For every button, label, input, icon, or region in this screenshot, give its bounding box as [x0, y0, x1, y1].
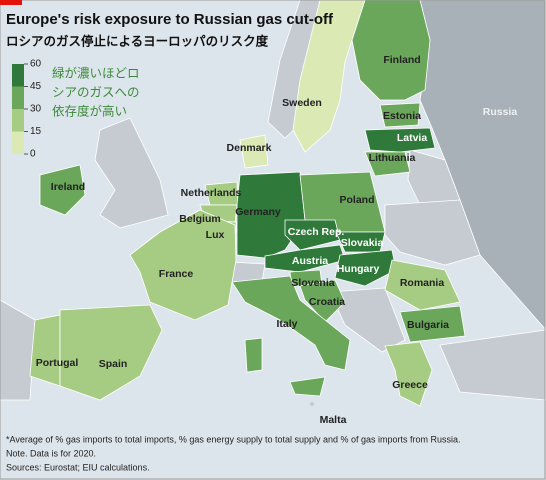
country [334, 249, 397, 287]
country [29, 314, 61, 387]
title: Europe's risk exposure to Russian gas cu… [6, 11, 334, 28]
legend-tick-label: 45 [30, 81, 42, 92]
country-label: Germany [235, 206, 281, 218]
country [39, 164, 86, 216]
malta-island [310, 402, 314, 406]
legend-tick-label: 60 [30, 59, 42, 70]
legend-note: シアのガスへの [52, 85, 140, 99]
red-tag [0, 0, 22, 5]
country [351, 0, 431, 101]
country-label: Czech Rep. [288, 226, 345, 238]
country-label: Romania [400, 277, 445, 289]
legend-tick-label: 0 [30, 149, 36, 160]
country-label: Austria [292, 255, 328, 267]
region-label: Malta [320, 414, 347, 426]
labels: Finland Sweden Estonia Latvia Lithuania … [36, 54, 518, 426]
country-label: Slovakia [341, 237, 384, 249]
country [299, 279, 346, 323]
country [292, 0, 366, 153]
region-label: Russia [483, 106, 518, 118]
country [364, 127, 436, 153]
legend-band [12, 131, 24, 154]
countries [29, 0, 466, 407]
legend: 0 15 30 45 60 [12, 59, 42, 160]
country-label: Sweden [282, 97, 322, 109]
country-label: Spain [99, 358, 128, 370]
subtitle: ロシアのガス停止によるヨーロッパのリスク度 [6, 33, 269, 48]
country-label: Slovenia [291, 277, 334, 289]
country [59, 304, 163, 401]
country-label: Poland [339, 194, 374, 206]
country-label: Greece [392, 379, 428, 391]
country-label: Lux [206, 229, 225, 241]
country [399, 305, 466, 343]
legend-tick-label: 15 [30, 126, 42, 137]
legend-note: 依存度が高い [52, 103, 127, 118]
country [239, 134, 269, 169]
legend-band [12, 86, 24, 109]
country-label: Portugal [36, 357, 79, 369]
country [284, 219, 341, 251]
country-label: Belgium [179, 213, 220, 225]
country-label: Hungary [337, 263, 380, 275]
country-label: Netherlands [181, 187, 242, 199]
country [364, 151, 411, 177]
country-label: Italy [276, 318, 297, 330]
country-label: Croatia [309, 296, 345, 308]
legend-band [12, 64, 24, 87]
country-label: Estonia [383, 110, 421, 122]
country-label: Finland [383, 54, 420, 66]
footnote: Sources: Eurostat; EIU calculations. [6, 462, 150, 472]
country-label: Bulgaria [407, 319, 449, 331]
country [379, 102, 421, 128]
country [384, 259, 461, 311]
country-label: Latvia [397, 132, 428, 144]
country-label: Lithuania [369, 152, 416, 164]
legend-band [12, 109, 24, 132]
country-label: Ireland [51, 181, 85, 193]
legend-note: 緑が濃いほどロ [52, 65, 140, 80]
country-label: France [159, 268, 194, 280]
footnote: Note. Data is for 2020. [6, 448, 96, 458]
country [384, 341, 433, 407]
footnote: *Average of % gas imports to total impor… [6, 434, 461, 444]
legend-tick-label: 30 [30, 104, 42, 115]
country-label: Denmark [227, 142, 272, 154]
country [231, 275, 351, 397]
